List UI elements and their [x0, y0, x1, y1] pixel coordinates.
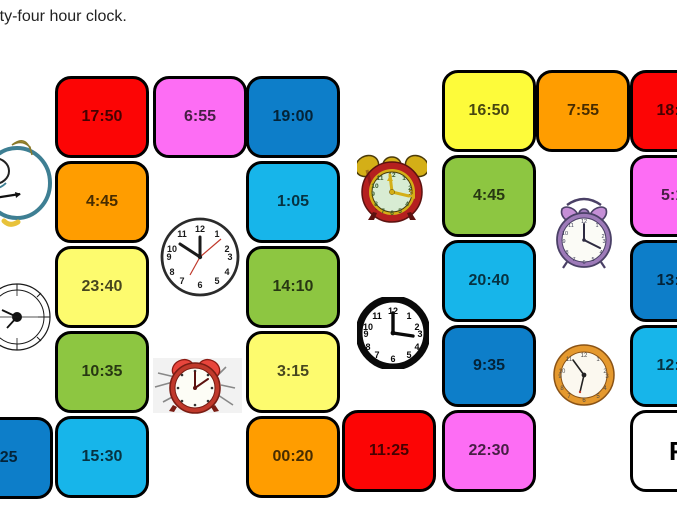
svg-text:1: 1: [595, 223, 598, 229]
svg-text:8: 8: [169, 267, 174, 277]
svg-text:6: 6: [582, 260, 585, 266]
svg-text:6: 6: [390, 210, 394, 217]
svg-text:4: 4: [599, 250, 602, 256]
svg-text:9: 9: [562, 239, 565, 245]
svg-text:6: 6: [197, 280, 202, 290]
svg-text:3: 3: [227, 252, 232, 262]
svg-text:10: 10: [562, 231, 568, 237]
svg-text:10: 10: [167, 244, 177, 254]
svg-text:3: 3: [417, 329, 422, 339]
svg-text:4: 4: [405, 201, 409, 208]
svg-text:5: 5: [398, 208, 402, 215]
svg-text:10: 10: [371, 183, 379, 190]
svg-text:11: 11: [566, 357, 573, 363]
svg-text:11: 11: [568, 223, 574, 229]
svg-text:8: 8: [365, 342, 370, 352]
svg-text:12: 12: [581, 353, 588, 359]
svg-text:7: 7: [572, 257, 575, 263]
svg-text:7: 7: [374, 350, 379, 360]
svg-text:11: 11: [177, 229, 187, 239]
svg-text:12: 12: [195, 224, 205, 234]
svg-text:7: 7: [179, 276, 184, 286]
svg-text:5: 5: [406, 350, 411, 360]
svg-text:10: 10: [559, 369, 566, 375]
svg-text:3: 3: [602, 239, 605, 245]
svg-text:11: 11: [377, 175, 384, 182]
svg-text:5: 5: [214, 276, 219, 286]
svg-text:5: 5: [591, 257, 594, 263]
svg-text:1: 1: [402, 175, 406, 182]
svg-text:8: 8: [374, 201, 378, 208]
svg-text:11: 11: [372, 311, 382, 321]
svg-text:4: 4: [414, 342, 419, 352]
svg-text:1: 1: [406, 311, 411, 321]
svg-text:4: 4: [224, 267, 229, 277]
svg-text:10: 10: [363, 322, 373, 332]
svg-text:9: 9: [371, 191, 375, 198]
svg-text:1: 1: [214, 229, 219, 239]
svg-text:8: 8: [565, 250, 568, 256]
svg-text:6: 6: [390, 354, 395, 364]
svg-text:7: 7: [381, 208, 385, 215]
